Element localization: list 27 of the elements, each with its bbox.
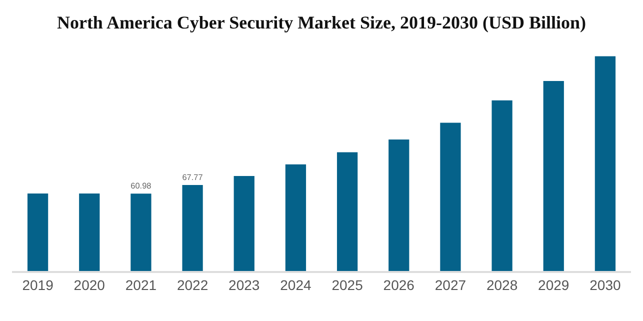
x-tick-label: 2023 [228, 276, 260, 293]
x-tick-label: 2025 [332, 276, 364, 293]
bar [388, 139, 410, 271]
bar [234, 176, 254, 271]
bar [543, 81, 564, 271]
bar [130, 194, 152, 271]
x-tick-label: 2026 [383, 276, 415, 293]
bar [27, 194, 48, 271]
bar [79, 194, 100, 271]
x-tick-label: 2029 [538, 276, 570, 293]
bar [285, 164, 306, 271]
chart-title: North America Cyber Security Market Size, 2019-2030 (USD Billion) [56, 12, 586, 33]
x-tick-label: 2021 [125, 276, 157, 293]
x-tick-label: 2028 [486, 276, 518, 293]
bar [182, 184, 203, 271]
bar [336, 152, 358, 271]
bar [492, 100, 512, 271]
data-label: 67.77 [182, 172, 204, 182]
x-tick-label: 2027 [434, 276, 466, 293]
bar [440, 122, 461, 271]
data-label: 60.98 [130, 182, 152, 191]
x-tick-label: 2020 [74, 276, 106, 293]
x-tick-label: 2030 [590, 276, 621, 293]
x-tick-label: 2019 [22, 276, 54, 293]
x-tick-label: 2024 [280, 276, 312, 293]
x-tick-label: 2022 [176, 276, 208, 293]
bar [594, 56, 616, 271]
